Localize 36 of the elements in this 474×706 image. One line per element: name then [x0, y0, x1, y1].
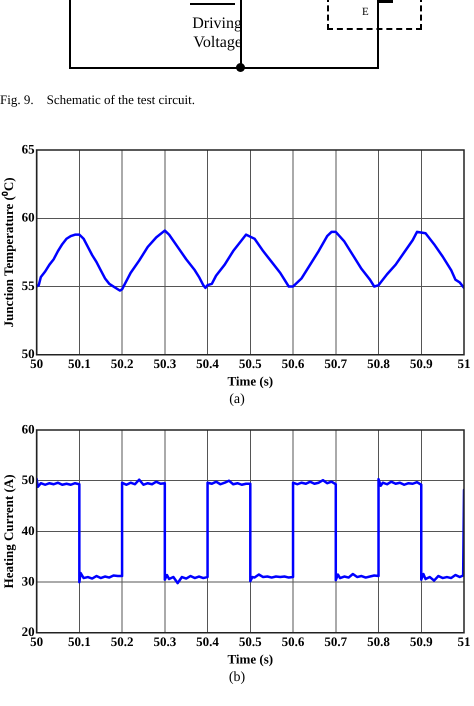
x-tick-label: 50.3 — [153, 634, 177, 649]
x-tick-label: 50.2 — [110, 356, 134, 371]
text: E — [362, 6, 370, 20]
x-tick-label: 50.9 — [410, 356, 434, 371]
x-tick-label: 50.4 — [196, 356, 220, 371]
x-tick-label: 50.8 — [367, 634, 390, 649]
x-axis-title: Time (s) — [227, 652, 274, 667]
x-axis-title: Time (s) — [227, 374, 274, 389]
x-tick-label: 50.1 — [68, 634, 91, 649]
x-tick-label: 50.2 — [110, 634, 134, 649]
caption: Fig. 9. Schematic of the test circuit. — [0, 92, 196, 108]
y-tick-label: 65 — [22, 141, 36, 156]
x-tick-label: 50.8 — [367, 356, 390, 371]
x-tick-label: 50.3 — [153, 356, 177, 371]
x-tick-label: 50.4 — [196, 634, 220, 649]
y-tick-label: 60 — [22, 210, 35, 225]
y-tick-label: 55 — [22, 278, 36, 293]
x-tick-label: 51 — [458, 356, 470, 371]
x-tick-label: 50.5 — [238, 634, 262, 649]
y-tick-label: 40 — [22, 522, 35, 538]
text: (a) — [228, 392, 246, 408]
x-tick-label: 50.7 — [324, 634, 348, 649]
y-tick-label: 60 — [22, 421, 35, 436]
x-tick-label: 50.6 — [282, 356, 305, 371]
text: (b) — [228, 670, 246, 686]
y-tick-label: 30 — [22, 573, 35, 588]
x-tick-label: 51 — [458, 634, 470, 649]
text: Driving Voltage — [191, 14, 242, 52]
x-tick-label: 50.7 — [324, 356, 348, 371]
x-tick-label: 50.6 — [282, 634, 305, 649]
y-axis-title: Heating Current (A) — [1, 474, 16, 588]
x-tick-label: 50.9 — [410, 634, 434, 649]
x-tick-label: 50.5 — [238, 356, 262, 371]
y-tick-label: 50 — [22, 472, 35, 488]
x-tick-label: 50.1 — [68, 356, 91, 371]
y-axis-title: Junction Temperature (⁰C) — [1, 177, 16, 328]
